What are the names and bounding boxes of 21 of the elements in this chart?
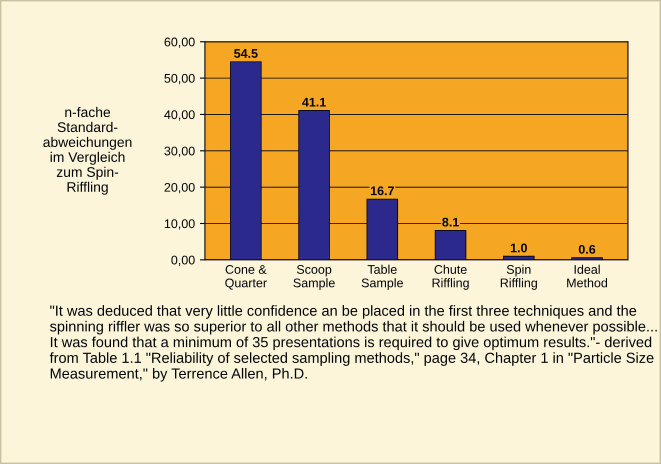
- x-tick-label: Ideal Method: [567, 264, 608, 288]
- x-tick-label: Spin Riffling: [500, 264, 537, 290]
- y-tick-label: 20,00: [164, 182, 195, 194]
- x-tick-label: Table Sample: [362, 264, 403, 290]
- y-tick-label: 60,00: [164, 38, 195, 48]
- x-tick-label: Cone & Quarter: [225, 265, 267, 290]
- text: "It was deduced that very little confidence an be placed in the first three techniques and the spinning riffler was so superior to all other methods that it should be used whenever possible... It was found that a minimum of 35 presentations is required to give optimum results."- derived from Table 1.1 "Reliability of selected sampling methods," page 34, Chapter 1 in "Particle Size Measurement," by Terrence Allen, Ph.D.: [50, 305, 657, 382]
- data-label: 8.1: [442, 218, 459, 227]
- y-tick-label: 0,00: [171, 256, 195, 266]
- y-tick-label: 50,00: [164, 74, 195, 84]
- x-tick-label: Scoop Sample: [293, 265, 335, 290]
- data-label: 1.0: [510, 243, 527, 252]
- data-label: 54.5: [234, 49, 258, 58]
- y-tick-label: 30,00: [164, 146, 195, 157]
- y-tick-label: 10,00: [164, 219, 195, 230]
- y-tick-label: 40,00: [164, 110, 195, 121]
- y-axis-title: n-fache Standard- abweichungen im Vergleich zum Spin- Riffling: [43, 106, 132, 195]
- data-label: 0.6: [578, 244, 596, 254]
- x-tick-label: Chute Riffling: [432, 264, 469, 290]
- data-label: 41.1: [302, 98, 326, 106]
- data-label: 16.7: [370, 186, 394, 196]
